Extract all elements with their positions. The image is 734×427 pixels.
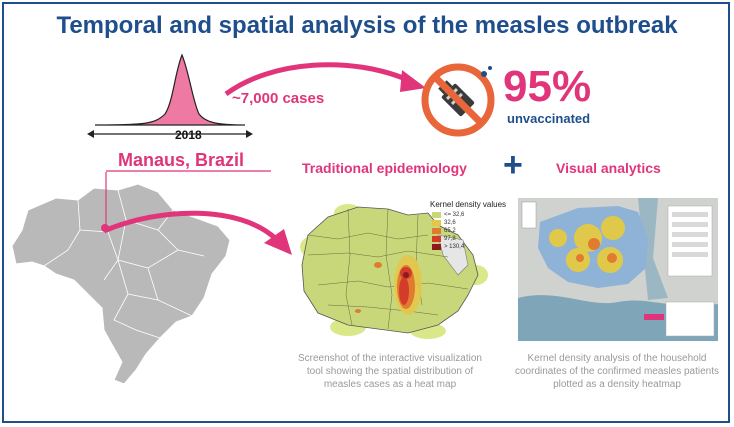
- legend-swatch: [432, 212, 441, 218]
- legend-item: > 130,4: [432, 243, 464, 251]
- city-underline: [106, 170, 271, 172]
- traditional-epidemiology-label: Traditional epidemiology: [302, 160, 467, 176]
- legend-label: <= 32,6: [444, 212, 465, 218]
- kernel-density-heatmap: [300, 204, 488, 339]
- visual-analytics-label: Visual analytics: [556, 160, 661, 176]
- legend-swatch: [432, 220, 441, 226]
- legend-swatch: [432, 236, 441, 242]
- right-caption: Kernel density analysis of the household…: [515, 353, 719, 390]
- legend-item: <= 32,6: [432, 211, 464, 219]
- city-pointer-line: [105, 172, 107, 228]
- legend-item: 32,6: [432, 219, 464, 227]
- unvaccinated-label: unvaccinated: [507, 111, 591, 126]
- legend-label: > 130,4: [444, 244, 465, 250]
- density-legend: <= 32,6 32,6 65,2 97,8 > 130,4: [432, 211, 464, 251]
- plus-icon: +: [503, 146, 523, 184]
- cases-label: ~7,000 cases: [232, 90, 325, 107]
- legend-swatch: [432, 244, 441, 250]
- year-label: 2018: [175, 128, 202, 142]
- no-vaccine-icon: [421, 63, 495, 137]
- legend-item: 65,2: [432, 227, 464, 235]
- legend-item: 97,8: [432, 235, 464, 243]
- legend-label: 32,6: [444, 220, 456, 226]
- density-heatmap: [518, 198, 718, 341]
- legend-title: Kernel density values: [430, 200, 507, 209]
- legend-label: 65,2: [444, 228, 456, 234]
- arrow-icon: [224, 62, 426, 97]
- page-title: Temporal and spatial analysis of the mea…: [56, 12, 678, 39]
- legend-label: 97,8: [444, 236, 456, 242]
- arrow-icon: [103, 210, 292, 255]
- city-label: Manaus, Brazil: [118, 150, 245, 170]
- epidemic-curve: [87, 53, 253, 138]
- left-caption: Screenshot of the interactive visualizat…: [298, 353, 482, 390]
- figure-frame: [2, 2, 730, 423]
- density-map-screenshot: [518, 198, 718, 341]
- legend-swatch: [432, 228, 441, 234]
- unvaccinated-percent: 95%: [503, 62, 592, 111]
